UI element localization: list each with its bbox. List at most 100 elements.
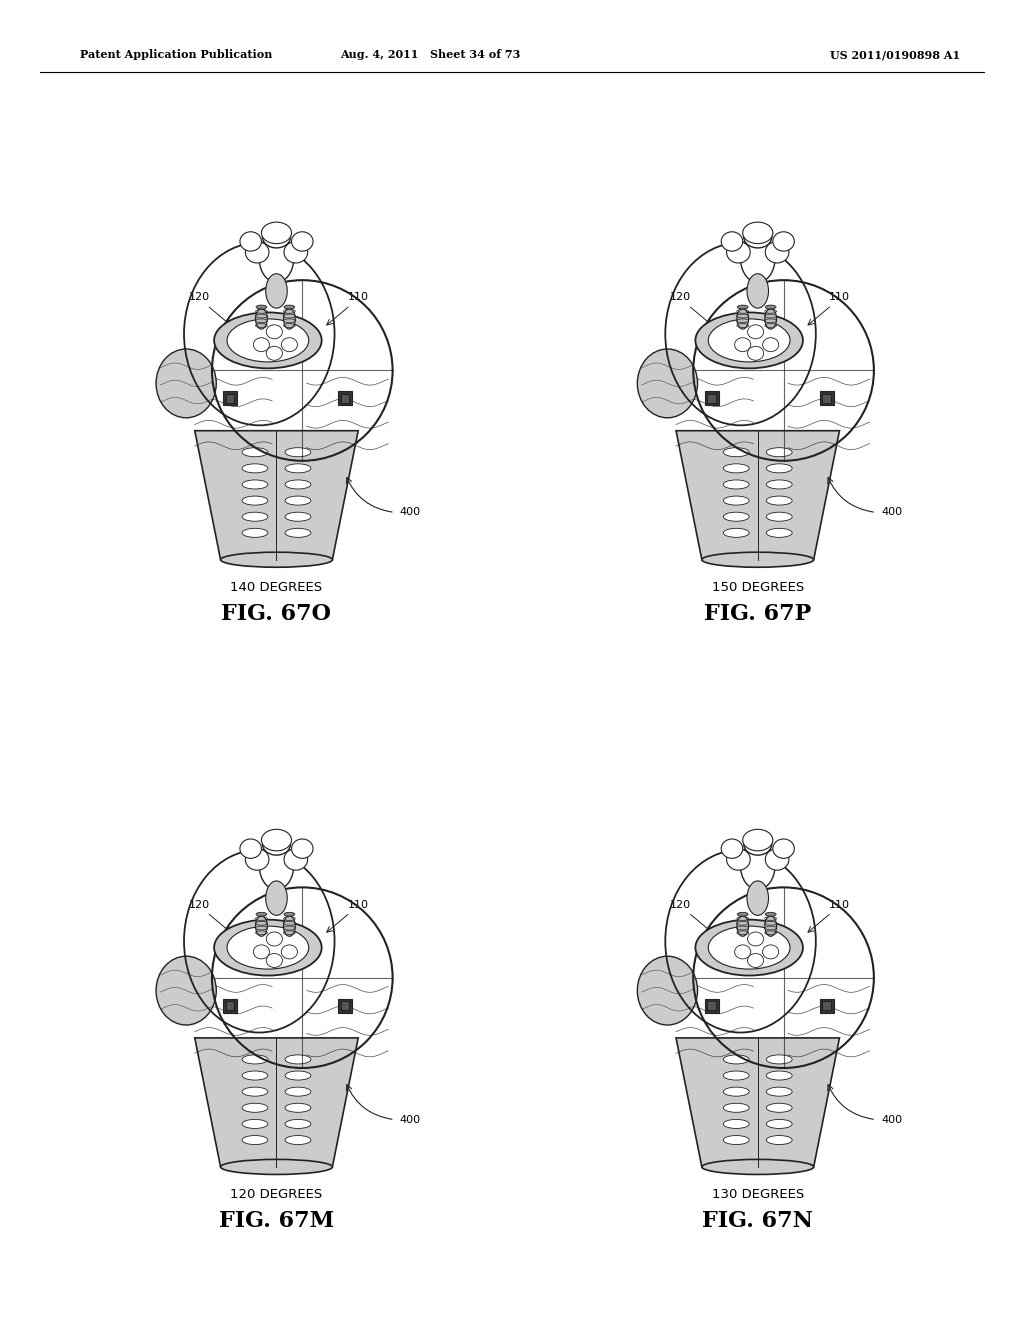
Ellipse shape (242, 480, 268, 488)
Ellipse shape (743, 834, 772, 855)
Ellipse shape (261, 222, 292, 244)
Ellipse shape (637, 956, 697, 1026)
Ellipse shape (242, 447, 268, 457)
Ellipse shape (242, 1055, 268, 1064)
Ellipse shape (766, 480, 793, 488)
Polygon shape (705, 999, 719, 1012)
Ellipse shape (766, 1055, 793, 1064)
Ellipse shape (723, 496, 750, 506)
Ellipse shape (740, 235, 775, 282)
Polygon shape (223, 999, 238, 1012)
Ellipse shape (763, 945, 778, 958)
Text: 110: 110 (348, 899, 369, 909)
Ellipse shape (695, 313, 803, 368)
Text: 600: 600 (279, 249, 300, 259)
Text: 120: 120 (670, 899, 691, 909)
Text: 600: 600 (279, 857, 300, 866)
Ellipse shape (242, 1104, 268, 1113)
Ellipse shape (253, 945, 269, 958)
Ellipse shape (242, 463, 268, 473)
Ellipse shape (723, 1088, 750, 1096)
Ellipse shape (766, 447, 793, 457)
Text: 120: 120 (188, 292, 210, 302)
Ellipse shape (773, 840, 795, 858)
Ellipse shape (743, 227, 772, 248)
Ellipse shape (773, 232, 795, 251)
Ellipse shape (284, 912, 295, 916)
Ellipse shape (256, 916, 267, 936)
Polygon shape (226, 1002, 234, 1010)
Ellipse shape (259, 235, 294, 282)
Polygon shape (705, 392, 719, 405)
Ellipse shape (285, 496, 311, 506)
Ellipse shape (766, 463, 793, 473)
Text: 120: 120 (188, 899, 210, 909)
Ellipse shape (156, 348, 216, 418)
Text: 400: 400 (399, 507, 421, 517)
Ellipse shape (266, 880, 287, 915)
Text: 140 DEGREES: 140 DEGREES (230, 581, 323, 594)
Ellipse shape (220, 1159, 333, 1175)
Ellipse shape (766, 496, 793, 506)
Ellipse shape (765, 849, 788, 870)
Ellipse shape (227, 319, 309, 362)
Ellipse shape (737, 916, 749, 936)
Ellipse shape (242, 1119, 268, 1129)
Polygon shape (708, 1002, 716, 1010)
Ellipse shape (285, 1071, 311, 1080)
Ellipse shape (727, 242, 751, 263)
Ellipse shape (262, 834, 291, 855)
Ellipse shape (284, 305, 295, 309)
Ellipse shape (285, 1104, 311, 1113)
Ellipse shape (284, 916, 295, 936)
Ellipse shape (285, 480, 311, 488)
Text: 130 DEGREES: 130 DEGREES (712, 1188, 804, 1201)
Polygon shape (223, 392, 238, 405)
Ellipse shape (259, 842, 294, 890)
Ellipse shape (748, 932, 764, 946)
Ellipse shape (734, 945, 751, 958)
Ellipse shape (765, 305, 776, 309)
Text: 120: 120 (670, 292, 691, 302)
Ellipse shape (723, 480, 750, 488)
Text: 110: 110 (348, 292, 369, 302)
Ellipse shape (748, 953, 764, 968)
Ellipse shape (246, 849, 269, 870)
Ellipse shape (285, 1088, 311, 1096)
Ellipse shape (292, 840, 313, 858)
Text: 400: 400 (881, 507, 902, 517)
Ellipse shape (220, 552, 333, 568)
Ellipse shape (723, 1135, 750, 1144)
Text: FIG. 67P: FIG. 67P (705, 603, 811, 626)
Ellipse shape (214, 920, 322, 975)
Ellipse shape (285, 1055, 311, 1064)
Text: 400: 400 (399, 1114, 421, 1125)
Polygon shape (676, 1038, 840, 1167)
Polygon shape (819, 999, 834, 1012)
Text: 120 DEGREES: 120 DEGREES (230, 1188, 323, 1201)
Ellipse shape (709, 927, 791, 969)
Ellipse shape (242, 528, 268, 537)
Polygon shape (195, 1038, 358, 1167)
Ellipse shape (242, 512, 268, 521)
Ellipse shape (766, 1088, 793, 1096)
Text: 150 DEGREES: 150 DEGREES (712, 581, 804, 594)
Ellipse shape (721, 840, 742, 858)
Ellipse shape (723, 447, 750, 457)
Ellipse shape (727, 849, 751, 870)
Ellipse shape (723, 512, 750, 521)
Ellipse shape (701, 552, 814, 568)
Text: 600: 600 (760, 249, 781, 259)
Ellipse shape (256, 305, 267, 309)
Ellipse shape (709, 319, 791, 362)
Ellipse shape (285, 528, 311, 537)
Ellipse shape (765, 916, 776, 936)
Text: Aug. 4, 2011   Sheet 34 of 73: Aug. 4, 2011 Sheet 34 of 73 (340, 49, 520, 61)
Ellipse shape (256, 912, 267, 916)
Ellipse shape (240, 840, 261, 858)
Ellipse shape (266, 325, 283, 339)
Text: 110: 110 (829, 292, 850, 302)
Ellipse shape (748, 880, 768, 915)
Ellipse shape (723, 1104, 750, 1113)
Ellipse shape (282, 945, 297, 958)
